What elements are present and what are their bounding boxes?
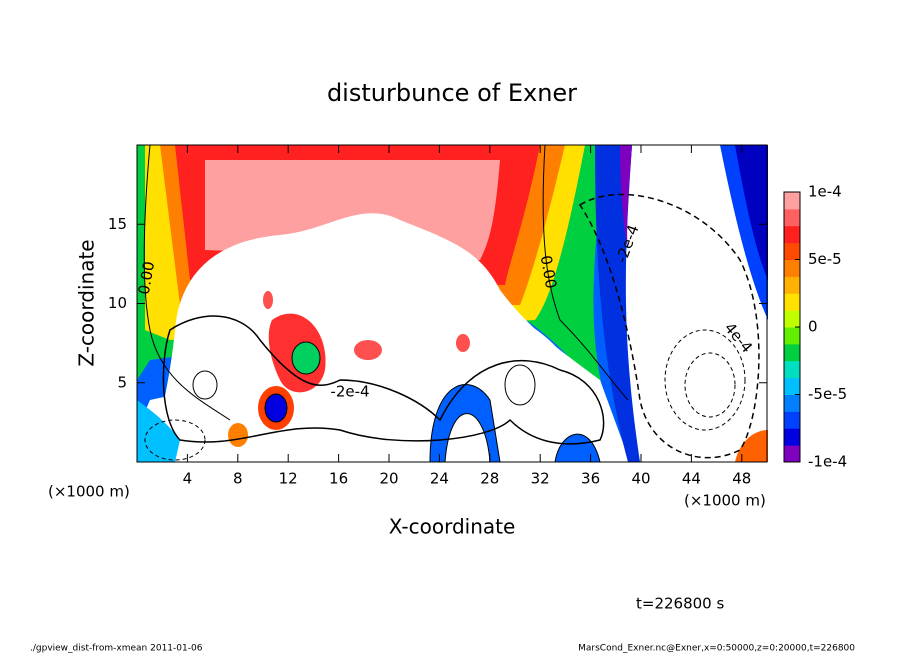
contour-label: 0.00 (135, 260, 159, 296)
x-unit: (×1000 m) (684, 492, 766, 510)
contour-lines (143, 144, 760, 461)
x-tick-label: 40 (631, 470, 650, 488)
field (137, 145, 768, 463)
colorbar-segment (784, 411, 800, 429)
contour-label: -2e-4 (330, 383, 369, 401)
colorbar-segment (784, 445, 800, 463)
colorbar-segment (784, 225, 800, 244)
colorbar-tick-label: 5e-5 (808, 250, 842, 268)
footer-left: ./gpview_dist-from-xmean 2011-01-06 (30, 644, 203, 654)
footer-right: MarsCond_Exner.nc@Exner,x=0:50000,z=0:20… (578, 644, 855, 654)
x-tick-label: 36 (581, 470, 600, 488)
chart-title: disturbunce of Exner (327, 79, 577, 107)
x-tick-label: 4 (183, 470, 193, 488)
colorbar-tick-label: -1e-4 (808, 453, 847, 471)
y-axis-label: Z-coordinate (75, 239, 99, 366)
colorbar-segment (784, 208, 800, 227)
contour-label: 0.00 (537, 254, 561, 290)
colorbar-segment (784, 259, 800, 277)
colorbar-tick-label: 1e-4 (808, 183, 842, 201)
y-tick-label: 10 (108, 294, 127, 312)
x-tick-label: 12 (279, 470, 298, 488)
x-tick-label: 28 (480, 470, 499, 488)
x-axis-label: X-coordinate (389, 515, 516, 539)
x-tick-label: 32 (531, 470, 550, 488)
colorbar-segment (784, 360, 800, 379)
colorbar-tick-label: -5e-5 (808, 385, 847, 403)
colorbar-segment (784, 343, 800, 362)
x-unit: (×1000 m) (48, 483, 130, 501)
colorbar-tick-label: 0 (808, 318, 818, 336)
colorbar-segment (784, 293, 800, 311)
x-tick-label: 20 (379, 470, 398, 488)
contour-label: 4e-4 (721, 319, 756, 356)
colorbar-segment (784, 428, 800, 446)
y-tick-label: 5 (117, 373, 127, 391)
y-tick-label: 15 (108, 215, 127, 233)
colorbar-segment (784, 192, 800, 210)
x-tick-label: 16 (329, 470, 348, 488)
x-tick-label: 24 (430, 470, 449, 488)
x-tick-label: 8 (233, 470, 243, 488)
x-tick-label: 44 (682, 470, 701, 488)
colorbar-segment (784, 242, 800, 260)
colorbar-segment (784, 276, 800, 294)
colorbar-segment (784, 377, 800, 395)
x-tick-label: 48 (732, 470, 751, 488)
colorbar-segment (784, 327, 800, 345)
colorbar-segment (784, 310, 800, 328)
annotation: t=226800 s (636, 595, 724, 613)
colorbar-segment (784, 394, 800, 412)
